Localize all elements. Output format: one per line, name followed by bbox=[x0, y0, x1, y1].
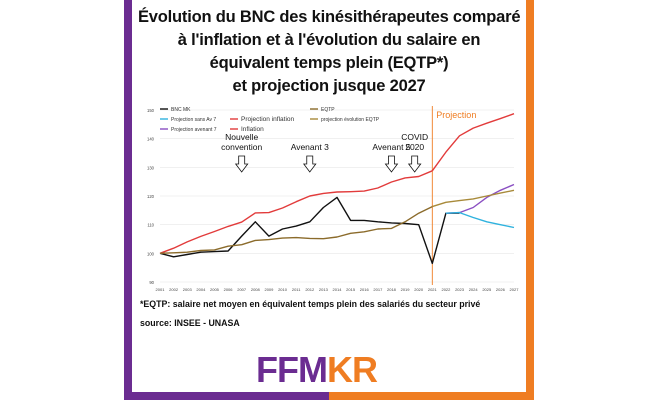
annotation-label: convention bbox=[221, 142, 262, 152]
legend-label: Inflation bbox=[241, 126, 264, 133]
x-tick-label: 2014 bbox=[333, 287, 343, 292]
x-tick-label: 2004 bbox=[196, 287, 206, 292]
x-tick-label: 2027 bbox=[510, 287, 520, 292]
x-tick-label: 2025 bbox=[482, 287, 492, 292]
x-tick-label: 2023 bbox=[455, 287, 465, 292]
annotation-label: 2020 bbox=[405, 142, 424, 152]
x-tick-label: 2010 bbox=[278, 287, 288, 292]
series-line bbox=[159, 170, 433, 254]
series-line bbox=[445, 211, 515, 229]
bottom-right-accent-bar bbox=[329, 392, 534, 400]
legend-label: Projection inflation bbox=[241, 116, 294, 123]
y-tick-label: 130 bbox=[147, 165, 155, 170]
x-tick-label: 2022 bbox=[441, 287, 451, 292]
y-tick-label: 140 bbox=[147, 137, 155, 142]
y-tick-label: 120 bbox=[147, 194, 155, 199]
x-tick-label: 2007 bbox=[237, 287, 247, 292]
annotation-label: Avenant 3 bbox=[291, 142, 329, 152]
series-line bbox=[159, 205, 433, 254]
line-chart: 90 100 110 120 130 140 150 2001 2002 2003 2004 2005… bbox=[147, 106, 520, 292]
series-line bbox=[432, 189, 515, 208]
right-accent-bar bbox=[526, 0, 534, 400]
logo-part-ffm: FFM bbox=[256, 349, 328, 390]
source-note: source: INSEE - UNASA bbox=[140, 318, 240, 328]
x-tick-label: 2016 bbox=[360, 287, 370, 292]
left-accent-bar bbox=[124, 0, 132, 400]
x-tick-label: 2003 bbox=[183, 287, 193, 292]
x-tick-label: 2002 bbox=[169, 287, 179, 292]
x-tick-label: 2024 bbox=[469, 287, 479, 292]
x-tick-label: 2012 bbox=[305, 287, 315, 292]
down-arrow-icon bbox=[407, 155, 422, 173]
x-tick-label: 2005 bbox=[210, 287, 220, 292]
y-tick-label: 90 bbox=[149, 280, 154, 285]
title-line: à l'inflation et à l'évolution du salair… bbox=[177, 31, 481, 49]
legend-label: Projection sans Av 7 bbox=[171, 117, 216, 123]
legend-label: BNC MK bbox=[171, 107, 191, 113]
x-tick-label: 2021 bbox=[428, 287, 438, 292]
x-tick-label: 2001 bbox=[156, 287, 166, 292]
x-tick-label: 2015 bbox=[346, 287, 356, 292]
series-line bbox=[445, 183, 515, 214]
annotation-label: COVID bbox=[401, 132, 428, 142]
bottom-left-accent-bar bbox=[124, 392, 329, 400]
down-arrow-icon bbox=[302, 155, 317, 173]
x-tick-label: 2011 bbox=[292, 287, 301, 292]
x-tick-label: 2006 bbox=[224, 287, 234, 292]
x-tick-label: 2013 bbox=[319, 287, 329, 292]
projection-label: Projection bbox=[436, 110, 476, 120]
annotation-label: Avenant 5 bbox=[372, 142, 410, 152]
legend-label: EQTP bbox=[321, 107, 335, 113]
title-line: Évolution du BNC des kinésithérapeutes c… bbox=[138, 8, 521, 26]
legend-label: Projection avenant 7 bbox=[171, 127, 217, 133]
y-tick-label: 150 bbox=[147, 108, 155, 113]
down-arrow-icon bbox=[384, 155, 399, 173]
infographic-card: Évolution du BNC des kinésithérapeutes c… bbox=[124, 0, 534, 400]
series-line bbox=[159, 196, 460, 265]
down-arrow-icon bbox=[234, 155, 249, 173]
annotation-label: Nouvelle bbox=[225, 132, 258, 142]
legend-label: projection évolution EQTP bbox=[321, 117, 380, 123]
x-tick-label: 2026 bbox=[496, 287, 506, 292]
chart-title: Évolution du BNC des kinésithérapeutes c… bbox=[138, 6, 521, 98]
series-line bbox=[431, 113, 515, 172]
y-tick-label: 110 bbox=[147, 223, 154, 228]
x-tick-label: 2009 bbox=[264, 287, 274, 292]
ffmkr-logo: FFMKR bbox=[256, 349, 378, 390]
logo-part-kr: KR bbox=[326, 349, 378, 390]
x-tick-label: 2018 bbox=[387, 287, 397, 292]
x-tick-label: 2017 bbox=[373, 287, 383, 292]
y-tick-label: 100 bbox=[147, 251, 155, 256]
footnote: *EQTP: salaire net moyen en équivalent t… bbox=[140, 299, 481, 309]
title-line: et projection jusque 2027 bbox=[232, 77, 426, 95]
title-line: équivalent temps plein (EQTP*) bbox=[209, 54, 449, 72]
x-tick-label: 2019 bbox=[401, 287, 411, 292]
x-tick-label: 2020 bbox=[414, 287, 424, 292]
x-tick-label: 2008 bbox=[251, 287, 261, 292]
